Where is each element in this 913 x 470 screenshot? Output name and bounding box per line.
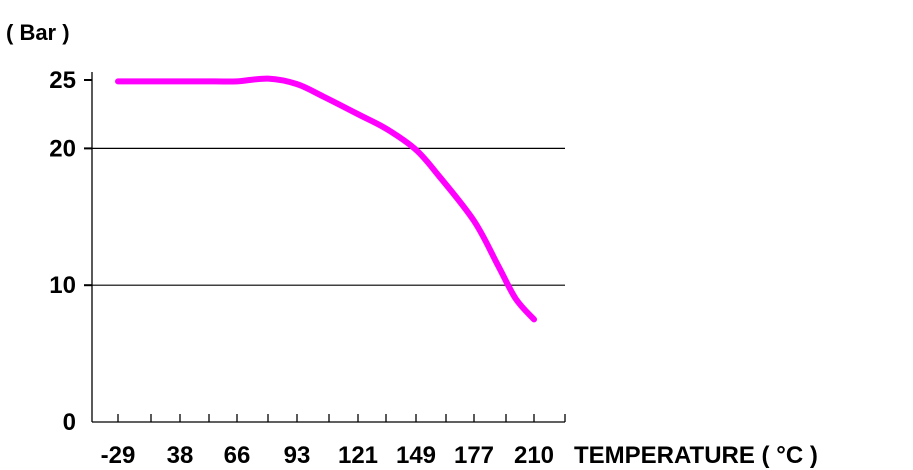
x-tick-label: 93 bbox=[284, 442, 311, 469]
x-tick-label: 66 bbox=[224, 442, 251, 469]
x-tick-label: 38 bbox=[167, 442, 194, 469]
x-tick-label: 149 bbox=[396, 442, 436, 469]
y-tick-label: 0 bbox=[63, 409, 76, 436]
gridlines bbox=[92, 147, 565, 286]
x-axis-ticks: -29 38 66 93 121 149 177 210 bbox=[101, 414, 566, 469]
series-line bbox=[115, 75, 537, 323]
y-axis-ticks: 0 10 20 25 bbox=[49, 67, 92, 436]
x-axis-title: TEMPERATURE ( °C ) bbox=[574, 442, 818, 469]
x-tick-label: 210 bbox=[514, 442, 554, 469]
y-tick-label: 25 bbox=[49, 67, 76, 94]
x-tick-label: 121 bbox=[338, 442, 378, 469]
y-tick-label: 20 bbox=[49, 135, 76, 162]
y-tick-label: 10 bbox=[49, 272, 76, 299]
x-tick-label: -29 bbox=[101, 442, 136, 469]
y-axis-title: ( Bar ) bbox=[6, 20, 70, 45]
x-tick-label: 177 bbox=[454, 442, 494, 469]
